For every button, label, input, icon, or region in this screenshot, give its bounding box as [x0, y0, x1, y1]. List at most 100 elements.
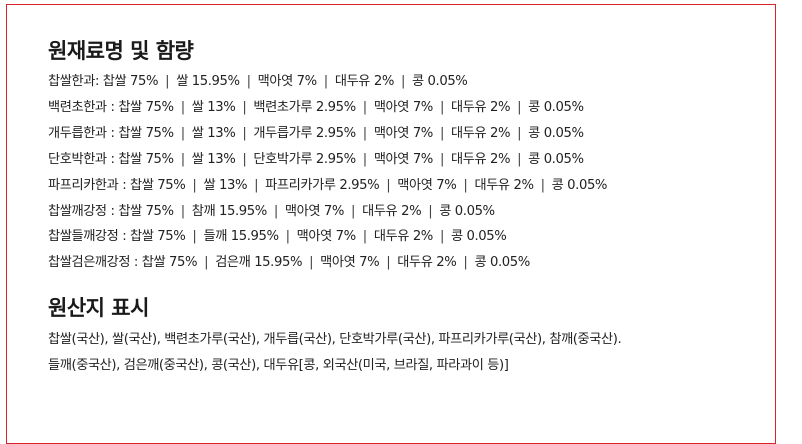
ingredient-amount: 찹쌀 75% — [130, 229, 186, 245]
origin-line: 들깨(중국산), 검은깨(중국산), 콩(국산), 대두유[콩, 외국산(미국,… — [48, 357, 509, 373]
ingredients-title: 원재료명 및 함량 — [48, 39, 194, 63]
ingredient-amount: 찹쌀 75% — [102, 74, 159, 89]
product-info-panel: 원재료명 및 함량 찹쌀한과: 찹쌀 75% | 쌀 15.95% | 맥아엿 7% | 대… — [48, 36, 768, 378]
separator: | — [386, 255, 391, 271]
ingredient-amount: 콩 0.05% — [551, 177, 608, 193]
ingredient-row: 찹쌀검은깨강정 : 찹쌀 75% | 검은깨 15.95% | 맥아엿 7% | 대두유 2… — [48, 250, 768, 276]
ingredient-amount: 대두유 2% — [451, 125, 511, 141]
ingredient-amount: 찹쌀 75% — [118, 125, 174, 141]
separator: | — [165, 74, 170, 89]
separator: | — [386, 177, 391, 193]
separator: | — [362, 229, 367, 245]
separator: | — [246, 74, 251, 89]
ingredient-amount: 쌀 13% — [191, 151, 236, 167]
ingredient-amount: 들깨 15.95% — [203, 229, 279, 245]
separator: | — [242, 99, 247, 115]
origin-line: 찹쌀(국산), 쌀(국산), 백련초가루(국산), 개두릅(국산), 단호박가루… — [48, 332, 622, 348]
separator: | — [439, 229, 444, 245]
product-name: 개두릅한과 — [48, 125, 107, 141]
ingredient-amount: 맥아엿 7% — [373, 99, 434, 115]
ingredient-amount: 파프리카가루 2.95% — [265, 177, 380, 193]
separator: | — [285, 229, 290, 245]
separator: | — [439, 125, 444, 141]
product-name: 찹쌀검은깨강정 — [48, 255, 131, 271]
separator: | — [439, 99, 444, 115]
separator: | — [463, 255, 468, 271]
product-colon: : — [130, 255, 142, 271]
ingredient-amount: 맥아엿 7% — [257, 74, 318, 89]
ingredient-amount: 대두유 2% — [362, 203, 422, 219]
origin-text: 찹쌀(국산), 쌀(국산), 백련초가루(국산), 개두릅(국산), 단호박가루… — [48, 327, 778, 378]
ingredient-amount: 대두유 2% — [373, 229, 434, 245]
separator: | — [180, 203, 185, 219]
separator: | — [192, 177, 197, 193]
ingredient-amount: 개두릅가루 2.95% — [253, 125, 356, 141]
ingredient-row: 찹쌀깨강정 : 찹쌀 75% | 참깨 15.95% | 맥아엿 7% | 대두유 2% | 콩… — [48, 199, 768, 225]
separator: | — [439, 151, 444, 167]
ingredient-row: 백련초한과 : 찹쌀 75% | 쌀 13% | 백련초가루 2.95% | 맥아엿 7% |… — [48, 95, 768, 121]
ingredient-amount: 맥아엿 7% — [320, 255, 380, 271]
ingredient-amount: 맥아엿 7% — [373, 125, 434, 141]
separator: | — [242, 151, 247, 167]
separator: | — [242, 125, 247, 141]
ingredient-amount: 맥아엿 7% — [397, 177, 457, 193]
ingredient-amount: 쌀 13% — [191, 125, 236, 141]
separator: | — [273, 203, 278, 219]
ingredient-amount: 쌀 15.95% — [176, 74, 240, 89]
separator: | — [180, 99, 185, 115]
ingredient-amount: 콩 0.05% — [439, 203, 495, 219]
product-colon: : — [106, 99, 119, 115]
ingredient-amount: 찹쌀 75% — [118, 151, 174, 167]
separator: | — [323, 74, 328, 89]
ingredient-amount: 참깨 15.95% — [191, 203, 268, 219]
product-colon: : — [94, 74, 103, 89]
ingredient-amount: 단호박가루 2.95% — [253, 151, 356, 167]
ingredient-list: 찹쌀한과: 찹쌀 75% | 쌀 15.95% | 맥아엿 7% | 대두유 2% | 콩 0.… — [48, 69, 768, 276]
separator: | — [351, 203, 356, 219]
product-colon: : — [106, 203, 119, 219]
ingredient-amount: 백련초가루 2.95% — [253, 99, 356, 115]
ingredient-amount: 찹쌀 75% — [130, 177, 186, 193]
product-name: 찹쌀들깨강정 — [48, 229, 119, 245]
separator: | — [180, 151, 185, 167]
origin-title: 원산지 표시 — [48, 296, 149, 321]
ingredient-row: 단호박한과 : 찹쌀 75% | 쌀 13% | 단호박가루 2.95% | 맥아엿 7% |… — [48, 147, 768, 173]
separator: | — [362, 125, 367, 141]
product-name: 파프리카한과 — [48, 177, 119, 193]
product-name: 찹쌀깨강정 — [48, 203, 107, 219]
ingredient-row: 찹쌀한과: 찹쌀 75% | 쌀 15.95% | 맥아엿 7% | 대두유 2% | 콩 0.… — [48, 69, 768, 95]
ingredient-amount: 콩 0.05% — [474, 255, 530, 271]
product-colon: : — [118, 177, 131, 193]
ingredient-row: 파프리카한과 : 찹쌀 75% | 쌀 13% | 파프리카가루 2.95% | 맥아엿 7… — [48, 173, 768, 199]
ingredient-amount: 대두유 2% — [334, 74, 395, 89]
product-name: 백련초한과 — [48, 99, 107, 115]
ingredient-amount: 콩 0.05% — [412, 74, 468, 89]
ingredient-amount: 대두유 2% — [451, 99, 511, 115]
product-colon: : — [106, 151, 119, 167]
ingredient-amount: 맥아엿 7% — [284, 203, 345, 219]
separator: | — [428, 203, 433, 219]
ingredient-amount: 콩 0.05% — [528, 151, 584, 167]
ingredient-amount: 대두유 2% — [451, 151, 511, 167]
ingredient-amount: 맥아엿 7% — [373, 151, 434, 167]
separator: | — [400, 74, 406, 89]
ingredient-amount: 맥아엿 7% — [296, 229, 357, 245]
ingredient-row: 개두릅한과 : 찹쌀 75% | 쌀 13% | 개두릅가루 2.95% | 맥아엿 7% |… — [48, 121, 768, 147]
ingredient-amount: 찹쌀 75% — [118, 99, 174, 115]
separator: | — [463, 177, 468, 193]
ingredient-amount: 쌀 13% — [191, 99, 236, 115]
separator: | — [192, 229, 197, 245]
separator: | — [254, 177, 259, 193]
separator: | — [309, 255, 314, 271]
product-name: 찹쌀한과 — [48, 74, 95, 89]
ingredient-amount: 대두유 2% — [474, 177, 534, 193]
separator: | — [540, 177, 545, 193]
separator: | — [180, 125, 185, 141]
separator: | — [517, 99, 522, 115]
separator: | — [362, 99, 367, 115]
ingredient-amount: 콩 0.05% — [451, 229, 507, 245]
ingredient-amount: 찹쌀 75% — [118, 203, 174, 219]
separator: | — [362, 151, 367, 167]
separator: | — [204, 255, 209, 271]
ingredient-amount: 콩 0.05% — [528, 125, 584, 141]
